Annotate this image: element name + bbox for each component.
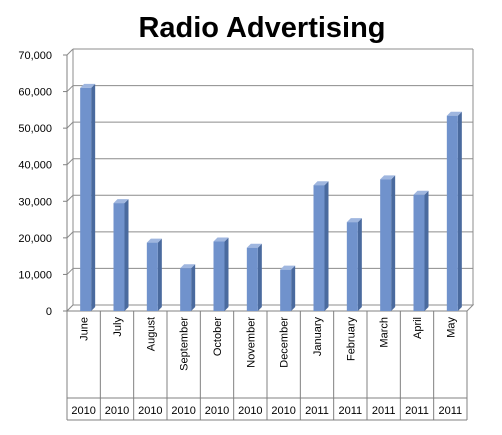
x-axis-labels: June 2010 July 2010 August 2010 September 2010 O… [66,311,468,421]
bar [280,265,296,311]
bar [246,243,262,311]
bar [180,264,196,311]
bar-front [346,222,358,311]
y-tick-label: 20,000 [18,233,52,245]
x-tick-label: November [245,317,257,368]
x-tick-label: May [445,317,457,338]
bar-side [324,181,329,311]
bar-top [146,238,162,243]
x-tick-label: July [112,317,124,337]
year-label: 2010 [138,405,162,417]
bar-front [280,269,292,311]
x-tick-label: September [179,317,191,371]
bar [346,218,362,311]
gridlines [66,48,473,312]
bar-top [213,237,229,242]
bar-front [80,87,92,312]
gridline-side [66,158,74,166]
bar [380,175,396,311]
bar-front [313,185,325,311]
bar-top [346,218,362,223]
bar-side [224,237,229,311]
bar [213,237,229,311]
bar-side [124,199,129,311]
bar-front [146,242,158,311]
bar-front [413,194,425,311]
bar-front [246,247,258,311]
bar-side [157,238,162,311]
bars [80,83,462,312]
year-label: 2010 [105,405,129,417]
bar [146,238,162,311]
y-tick-label: 60,000 [18,87,52,99]
y-tick-label: 0 [46,306,52,318]
bar-side [424,190,429,311]
bar-side [191,264,196,311]
x-tick-label: June [79,317,91,341]
x-tick-label: March [379,317,391,348]
bar-side [391,175,396,311]
bar-side [257,243,262,311]
bar-front [180,268,192,311]
bar-side [291,265,296,311]
year-label: 2010 [171,405,195,417]
bar [80,83,96,312]
gridline-side [66,85,74,92]
bar-top [413,190,429,195]
year-label: 2010 [205,405,229,417]
year-label: 2011 [372,405,396,417]
bar-front [446,115,458,311]
bar [413,190,429,311]
year-label: 2011 [405,405,429,417]
y-tick-label: 30,000 [18,196,52,208]
year-label: 2010 [238,405,262,417]
x-tick-label: April [412,317,424,339]
x-tick-label: February [345,317,357,362]
y-tick-label: 50,000 [18,123,52,135]
x-tick-label: December [279,317,291,368]
gridline-side [66,48,74,56]
bar-front [380,179,392,311]
year-label: 2011 [339,405,363,417]
bar-top [280,265,296,270]
bar [313,181,329,311]
bar-side [457,111,462,311]
bar-side [357,218,362,311]
x-tick-label: August [145,317,157,351]
gridline-side [66,231,74,239]
x-tick-label: October [212,317,224,356]
bar [446,111,462,311]
bar-top [113,199,129,204]
bar-top [180,264,196,269]
y-tick-label: 40,000 [18,160,52,172]
y-tick-label: 70,000 [18,50,52,62]
x-tick-label: January [312,317,324,357]
y-tick-label: 10,000 [18,269,52,281]
bar-top [80,83,96,88]
year-label: 2010 [271,405,295,417]
year-label: 2011 [305,405,329,417]
gridline-side [66,268,74,275]
year-label: 2011 [439,405,463,417]
chart-title: Radio Advertising [138,12,385,44]
bar-top [246,243,262,248]
bar-top [446,111,462,116]
bar-side [91,83,96,312]
bar-top [380,175,396,180]
y-axis-ticks: 0 10,000 20,000 30,000 40,000 50,000 60,000 70,… [18,50,52,318]
gridline-side [66,194,74,202]
bar-front [213,241,225,311]
bar [113,199,129,311]
gridline-side [66,121,74,129]
bar-top [313,181,329,186]
year-label: 2010 [71,405,95,417]
bar-front [113,203,125,311]
